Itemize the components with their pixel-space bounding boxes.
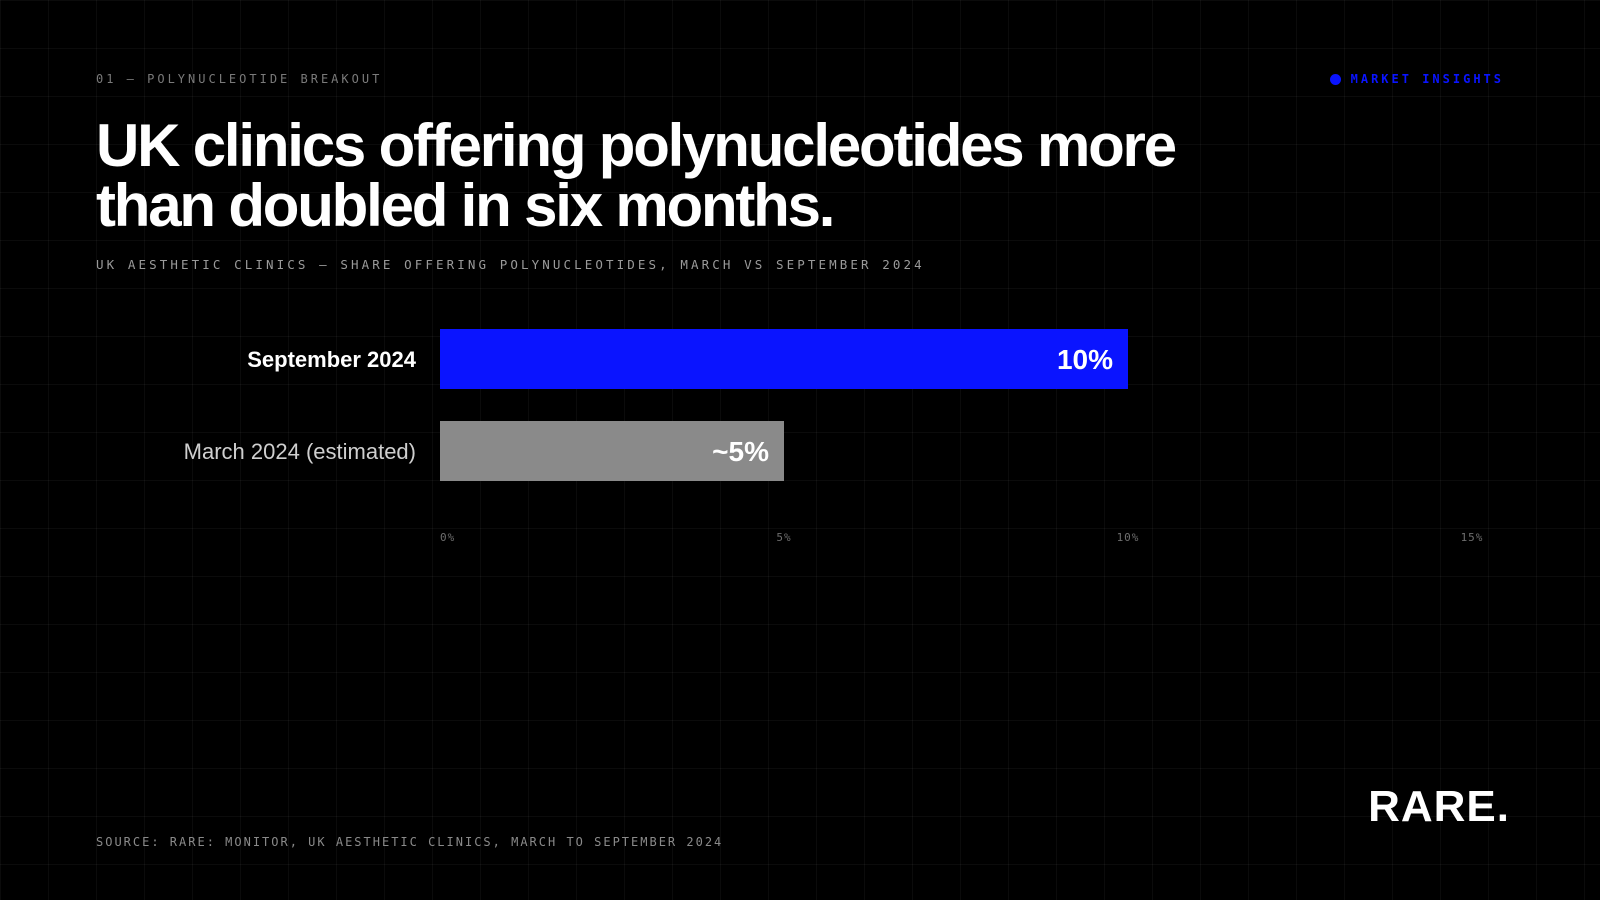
x-tick-label: 15% (1461, 531, 1484, 544)
source-note: SOURCE: RARE: MONITOR, UK AESTHETIC CLIN… (96, 835, 724, 849)
x-tick-label: 0% (440, 531, 455, 544)
market-insights-tag: MARKET INSIGHTS (1329, 72, 1504, 86)
bar-1 (440, 329, 1128, 389)
market-insights-label: MARKET INSIGHTS (1350, 72, 1504, 86)
brand-logo: RARE. (1368, 782, 1510, 831)
accent-dot-icon (1329, 73, 1341, 85)
chart-subtitle: UK AESTHETIC CLINICS — SHARE OFFERING PO… (96, 257, 925, 272)
x-tick-label: 10% (1117, 531, 1140, 544)
bar-category-label: March 2024 (estimated) (184, 439, 416, 464)
bar-value-label: 10% (1057, 344, 1113, 375)
bar-category-label: September 2024 (247, 347, 417, 372)
bar-2 (440, 421, 784, 481)
eyebrow-label: 01 — POLYNUCLEOTIDE BREAKOUT (96, 72, 383, 86)
bar-chart: September 2024 10% March 2024 (estimated) ~… (184, 329, 1484, 544)
page-title: UK clinics offering polynucleotides more… (96, 112, 1177, 239)
x-tick-label: 5% (776, 531, 791, 544)
bar-value-label: ~5% (712, 436, 769, 467)
